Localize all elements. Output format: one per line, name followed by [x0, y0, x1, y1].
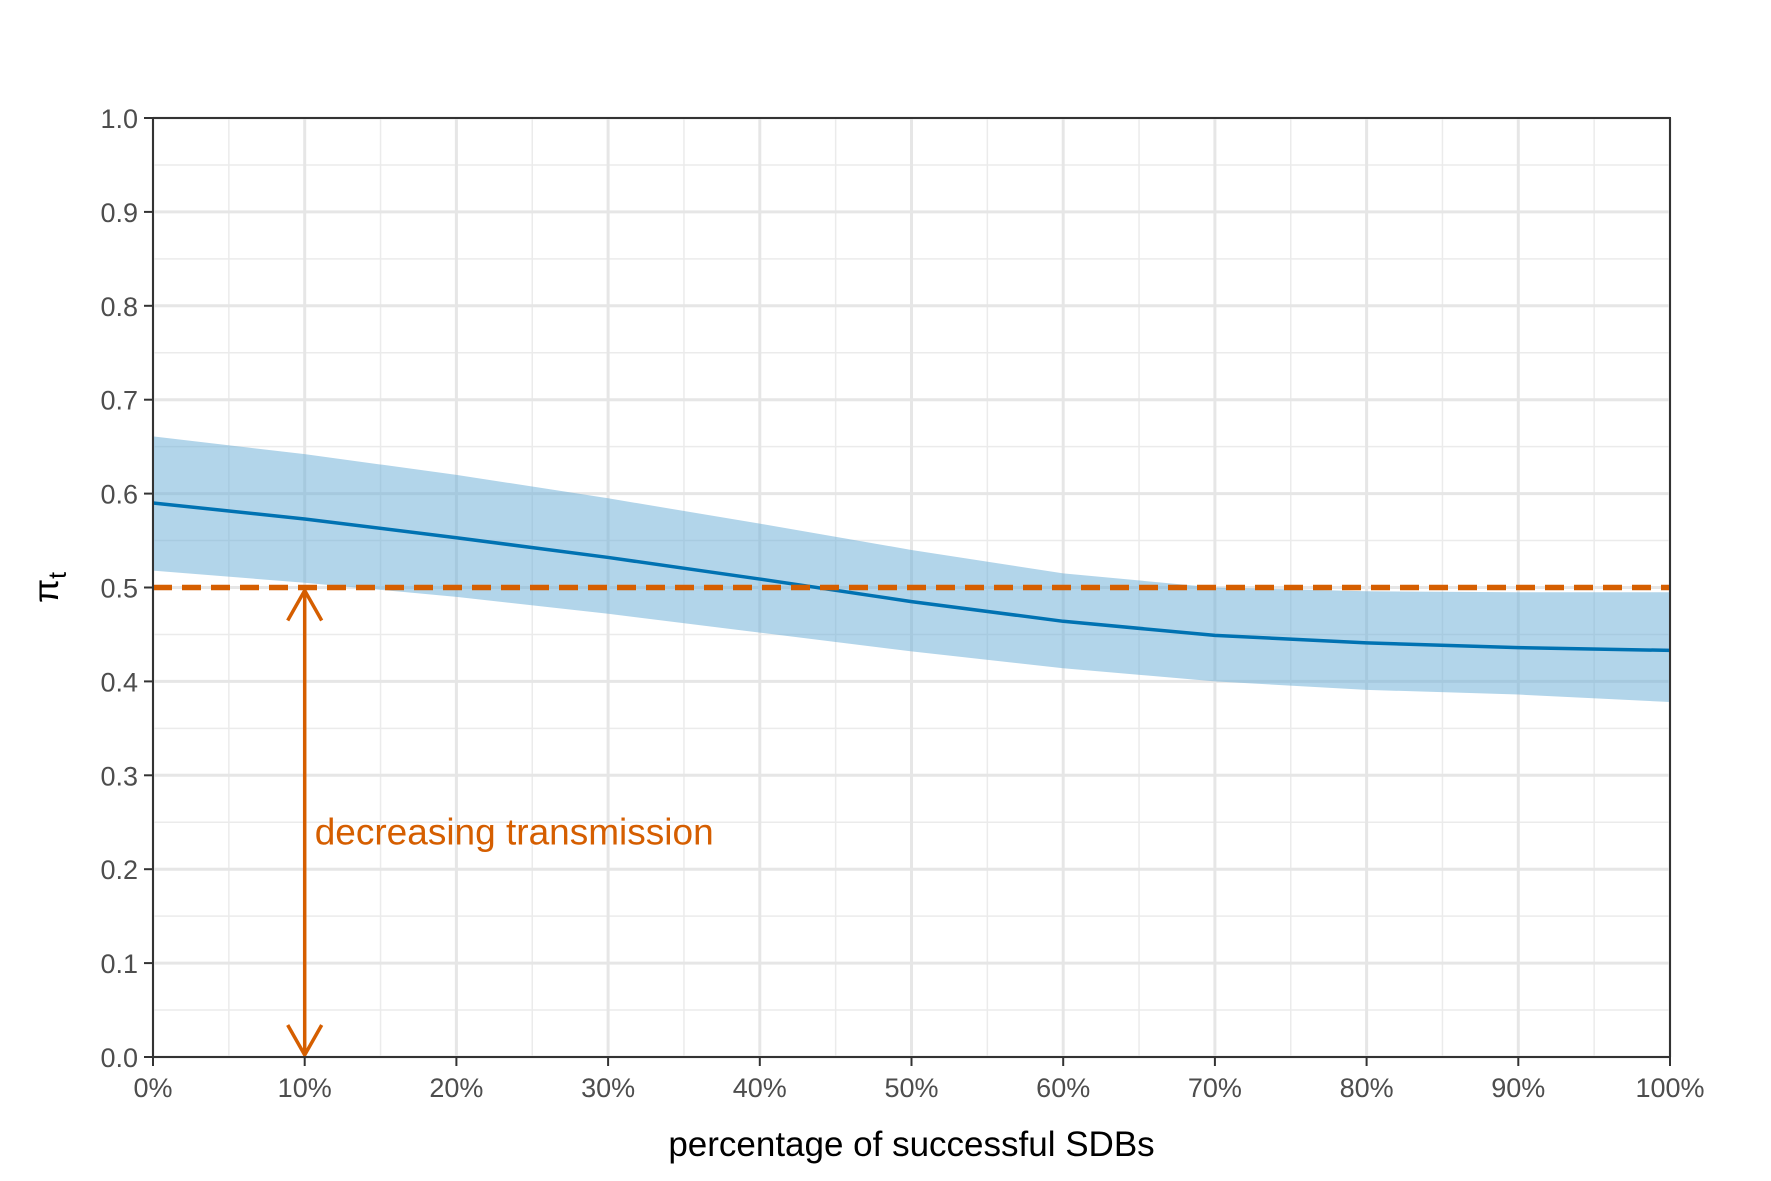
x-axis-title: percentage of successful SDBs — [668, 1125, 1154, 1164]
y-axis-title-subscript: t — [44, 572, 72, 579]
x-tick-label: 0% — [133, 1073, 172, 1103]
x-tick-label: 80% — [1340, 1073, 1394, 1103]
x-tick-label: 40% — [733, 1073, 787, 1103]
y-tick-label: 0.6 — [100, 480, 138, 510]
chart-marks: decreasing transmission — [152, 436, 1671, 1059]
y-tick-label: 0.7 — [100, 386, 138, 416]
confidence-band — [153, 436, 1670, 703]
y-axis-title-symbol: π — [27, 579, 66, 603]
x-tick-label: 100% — [1635, 1073, 1704, 1103]
y-tick-label: 0.4 — [100, 667, 138, 697]
y-tick-label: 0.8 — [100, 292, 138, 322]
annotation-arrowhead-bottom — [286, 1024, 324, 1059]
y-tick-label: 0.2 — [100, 855, 138, 885]
x-tick-label: 30% — [581, 1073, 635, 1103]
y-tick-label: 0.5 — [100, 574, 138, 604]
axes: 0% 10% 20% 30% 40% 50% 60% 70% 80% 90% 100% 0.0 0.1 0… — [100, 104, 1704, 1103]
x-tick-label: 90% — [1491, 1073, 1545, 1103]
y-tick-label: 0.0 — [100, 1043, 138, 1073]
x-tick-label: 70% — [1188, 1073, 1242, 1103]
x-tick-label: 50% — [884, 1073, 938, 1103]
estimate-line — [152, 501, 1671, 653]
y-tick-label: 0.3 — [100, 761, 138, 791]
annotation-label: decreasing transmission — [315, 812, 714, 853]
y-axis-title: πt — [27, 572, 72, 603]
y-tick-label: 1.0 — [100, 104, 138, 134]
y-tick-label: 0.1 — [100, 949, 138, 979]
y-tick-label: 0.9 — [100, 198, 138, 228]
x-tick-label: 60% — [1036, 1073, 1090, 1103]
x-tick-label: 10% — [278, 1073, 332, 1103]
annotation-arrowhead-top — [286, 586, 324, 622]
x-tick-label: 20% — [429, 1073, 483, 1103]
